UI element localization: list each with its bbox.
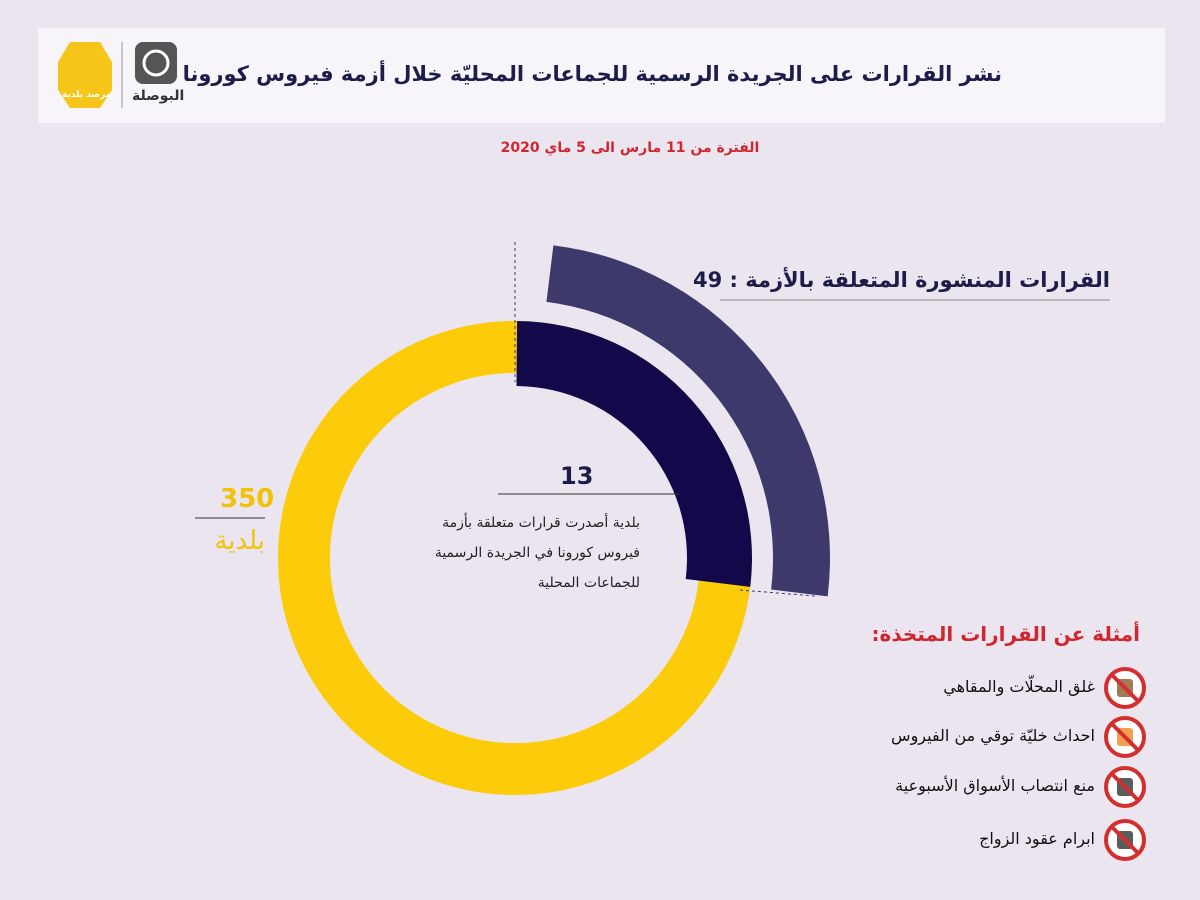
example-item: غلق المحلّات والمقاهي [943, 677, 1095, 696]
segment [516, 321, 752, 587]
logo-text: البوصلة [132, 88, 185, 104]
examples-title: أمثلة عن القرارات المتخذة: [871, 622, 1140, 646]
title: نشر القرارات على الجريدة الرسمية للجماعا… [182, 62, 1002, 86]
example-item: ابرام عقود الزواج [979, 829, 1095, 848]
leader-line [739, 589, 816, 597]
example-item: منع انتصاب الأسواق الأسبوعية [895, 776, 1095, 795]
header-box [38, 28, 1165, 123]
logo2-text: مرصد بلدية [62, 90, 112, 100]
total-label: بلدية [214, 526, 265, 556]
logo-icon-ring [142, 49, 170, 77]
icon-slash [1110, 722, 1140, 752]
label: القرارات المنشورة المتعلقة بالأزمة : [729, 268, 1111, 292]
municipalities-value: 13 [560, 462, 594, 490]
subtitle: الفترة من 11 مارس الى 5 ماي 2020 [500, 140, 760, 156]
donut [277, 245, 831, 795]
outer-arc [546, 245, 831, 597]
ring-center [330, 373, 700, 743]
logo-icon [135, 42, 177, 84]
icons [1104, 667, 1146, 861]
total-value: 350 [220, 484, 275, 514]
text-line: بلدية أصدرت قرارات متعلقة بأزمة [442, 515, 640, 531]
text-line: فيروس كورونا في الجريدة الرسمية [434, 545, 640, 561]
example-item: احداث خليّة توقي من الفيروس [891, 726, 1095, 745]
icon-slash [1110, 772, 1140, 802]
value: 49 [692, 268, 723, 292]
icon-slash [1110, 673, 1140, 703]
logo2-badge [58, 42, 112, 108]
icon-slash [1110, 825, 1140, 855]
municipalities-text: بلدية أصدرت قرارات متعلقة بأزمة فيروس كور… [435, 508, 640, 598]
text-line: للجماعات المحلية [537, 575, 640, 591]
published-label: القرارات المنشورة المتعلقة بالأزمة : 49 [693, 268, 1110, 292]
